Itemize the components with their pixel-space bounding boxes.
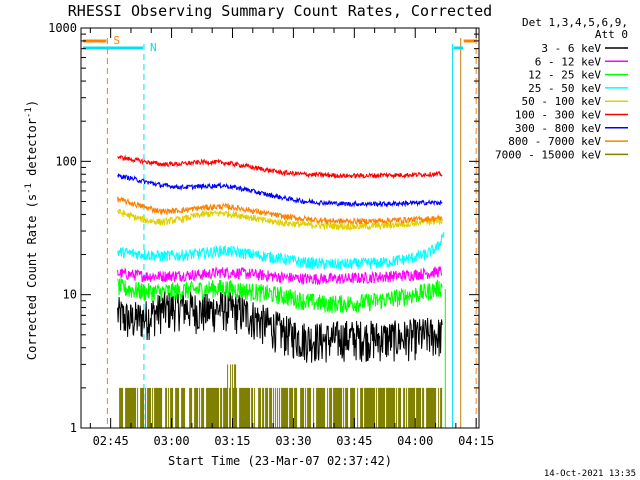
legend-entry-label-1: 6 - 12 keV: [535, 55, 602, 68]
series-line-0: [117, 289, 443, 363]
y-axis-label-main: Corrected Count Rate (s: [25, 194, 39, 360]
x-axis-label: Start Time (23-Mar-07 02:37:42): [168, 454, 392, 468]
legend-header-line-1: Det 1,3,4,5,6,9,: [522, 16, 628, 29]
y-axis-label-mid: detector: [25, 118, 39, 183]
timestamp: 14-Oct-2021 13:35: [544, 469, 636, 479]
series-layer: [117, 154, 446, 428]
legend-entry-label-3: 25 - 50 keV: [528, 82, 601, 95]
series-line-2: [117, 277, 443, 314]
legend-entry-label-0: 3 - 6 keV: [541, 42, 601, 55]
x-tick-label-4: 03:45: [336, 434, 372, 448]
y-axis-label-end: ): [25, 100, 39, 107]
y-axis-label: Corrected Count Rate (s-1 detector-1): [24, 100, 39, 360]
series-line-6: [117, 173, 443, 208]
x-tick-label-0: 02:45: [93, 434, 129, 448]
legend-entry-label-5: 100 - 300 keV: [515, 109, 601, 122]
series-line-1: [117, 265, 443, 286]
series-line-5: [117, 154, 443, 180]
axes-layer: 1 10 100 1000 02:45 03:00 03:15 03:30 03:45 04:00…: [48, 21, 494, 448]
saa-marker-label: S: [113, 34, 120, 47]
legend-entry-label-2: 12 - 25 keV: [528, 69, 601, 82]
plot-frame: [80, 27, 480, 429]
y-axis-label-sup1: -1: [24, 183, 34, 194]
series-line-4: [117, 208, 443, 231]
legend-entry-label-8: 7000 - 15000 keV: [495, 148, 601, 161]
x-tick-label-2: 03:15: [214, 434, 250, 448]
y-axis-label-sup2: -1: [24, 107, 34, 118]
y-tick-label-2: 100: [55, 154, 77, 168]
x-tick-label-3: 03:30: [275, 434, 311, 448]
series-line-8: [119, 364, 443, 428]
y-tick-label-3: 1000: [48, 21, 77, 35]
x-tick-label-5: 04:00: [397, 434, 433, 448]
legend-entry-label-7: 800 - 7000 keV: [508, 135, 601, 148]
x-tick-label-1: 03:00: [154, 434, 190, 448]
legend-entry-label-4: 50 - 100 keV: [522, 95, 602, 108]
x-tick-label-6: 04:15: [458, 434, 494, 448]
series-line-3: [117, 231, 445, 270]
legend-entry-label-6: 300 - 800 keV: [515, 122, 601, 135]
y-tick-label-1: 10: [63, 288, 77, 302]
y-tick-label-0: 1: [70, 421, 77, 435]
chart-title: RHESSI Observing Summary Count Rates, Co…: [68, 2, 492, 20]
night-marker-label: N: [150, 41, 157, 54]
series-line-7: [117, 196, 443, 226]
legend-header-line-2: Att 0: [595, 28, 628, 41]
